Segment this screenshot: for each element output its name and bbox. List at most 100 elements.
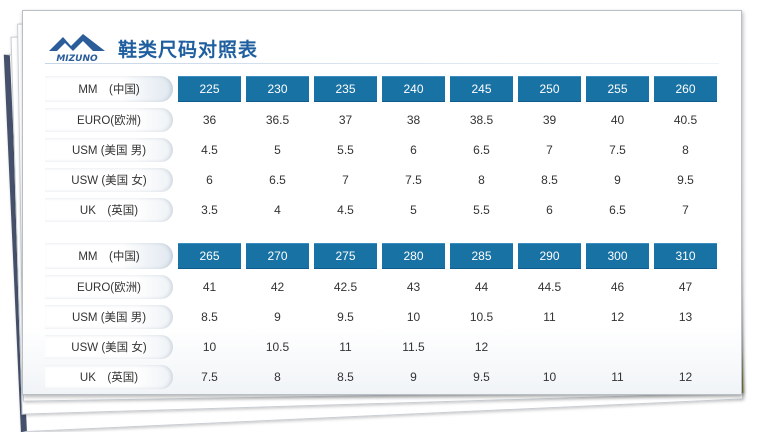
usw-cell: 6 [206,173,213,187]
table-row-euro: EURO(欧洲) 41 42 42.5 43 44 44.5 46 47 [45,275,721,299]
mm-cell: 270 [246,243,309,269]
euro-cell: 42.5 [333,280,358,294]
uk-cell: 9.5 [473,370,490,384]
usw-cell: 12 [474,340,489,354]
euro-cell: 46 [610,280,625,294]
euro-cell: 40 [610,113,625,127]
mm-cell: 275 [314,243,377,269]
table-row-usm: USM (美国 男) 4.5 5 5.5 6 6.5 7 7.5 8 [45,138,721,162]
usw-cell: 7 [342,173,349,187]
row-label-usw: USW (美国 女) [45,335,173,359]
mm-cell: 290 [518,243,581,269]
usm-cell: 10.5 [469,310,494,324]
uk-cell: 3.5 [201,203,218,217]
euro-cell: 36.5 [265,113,290,127]
usw-cell: 9 [614,173,621,187]
usm-cell: 10 [406,310,421,324]
usw-cell [518,335,581,359]
mm-cell: 240 [382,76,445,102]
euro-cell: 42 [270,280,285,294]
euro-cell: 44.5 [537,280,562,294]
size-table-1: MM (中国) 225 230 235 240 245 250 255 260 … [45,70,721,228]
uk-cell: 7 [682,203,689,217]
euro-cell: 38.5 [469,113,494,127]
usm-cell: 5 [274,143,281,157]
row-label-euro: EURO(欧洲) [45,275,173,299]
mm-cell: 260 [654,76,717,102]
euro-cell: 44 [474,280,489,294]
euro-cell: 41 [202,280,217,294]
usm-cell: 12 [610,310,625,324]
uk-cell: 9 [410,370,417,384]
table-row-mm: MM (中国) 225 230 235 240 245 250 255 260 [45,76,721,102]
usw-cell: 8.5 [541,173,558,187]
table-row-uk: UK (英国) 7.5 8 8.5 9 9.5 10 11 12 [45,365,721,389]
uk-cell: 12 [678,370,693,384]
euro-cell: 39 [542,113,557,127]
usm-cell: 4.5 [201,143,218,157]
euro-cell: 37 [338,113,353,127]
mm-cell: 300 [586,243,649,269]
table-row-usw: USW (美国 女) 6 6.5 7 7.5 8 8.5 9 9.5 [45,168,721,192]
usw-cell [586,335,649,359]
uk-cell: 8 [274,370,281,384]
usw-cell: 9.5 [677,173,694,187]
usm-cell: 11 [543,310,556,324]
euro-cell: 38 [406,113,421,127]
mm-cell: 280 [382,243,445,269]
mm-cell: 245 [450,76,513,102]
uk-cell: 4.5 [337,203,354,217]
mm-cell: 255 [586,76,649,102]
table-row-usm: USM (美国 男) 8.5 9 9.5 10 10.5 11 12 13 [45,305,721,329]
uk-cell: 6 [546,203,553,217]
row-label-usm: USM (美国 男) [45,138,173,162]
euro-cell: 40.5 [673,113,698,127]
usm-cell: 8.5 [201,310,218,324]
uk-cell: 4 [274,203,281,217]
table-row-uk: UK (英国) 3.5 4 4.5 5 5.5 6 6.5 7 [45,198,721,222]
usm-cell: 9.5 [337,310,354,324]
mm-cell: 235 [314,76,377,102]
uk-cell: 5.5 [473,203,490,217]
uk-cell: 8.5 [337,370,354,384]
usw-cell: 11.5 [402,340,425,354]
mizuno-runbird-icon: MIZUNO [49,34,105,63]
usm-cell: 8 [682,143,689,157]
mm-cell: 265 [178,243,241,269]
size-chart-card: MIZUNO 鞋类尺码对照表 MM (中国) 225 230 235 240 2… [22,10,742,395]
uk-cell: 5 [410,203,417,217]
mm-cell: 285 [450,243,513,269]
mizuno-logo: MIZUNO [45,31,109,63]
mm-cell: 225 [178,76,241,102]
table-row-usw: USW (美国 女) 10 10.5 11 11.5 12 [45,335,721,359]
brand-wordmark: MIZUNO [56,54,98,63]
table-row-mm: MM (中国) 265 270 275 280 285 290 300 310 [45,243,721,269]
usm-cell: 7.5 [609,143,626,157]
usm-cell: 13 [678,310,693,324]
page-title: 鞋类尺码对照表 [118,39,259,61]
row-label-usw: USW (美国 女) [45,168,173,192]
euro-cell: 43 [406,280,421,294]
usm-cell: 9 [274,310,281,324]
uk-cell: 7.5 [201,370,218,384]
row-label-mm: MM (中国) [45,243,173,269]
uk-cell: 11 [611,370,624,384]
usm-cell: 5.5 [337,143,354,157]
usw-cell: 8 [478,173,485,187]
usw-cell: 6.5 [269,173,286,187]
usw-cell [654,335,717,359]
usw-cell: 10.5 [265,340,290,354]
usw-cell: 11 [339,340,352,354]
row-label-usm: USM (美国 男) [45,305,173,329]
usm-cell: 6.5 [473,143,490,157]
row-label-euro: EURO(欧洲) [45,108,173,132]
mm-cell: 310 [654,243,717,269]
row-label-uk: UK (英国) [45,365,173,389]
mm-cell: 250 [518,76,581,102]
row-label-mm: MM (中国) [45,76,173,102]
table-row-euro: EURO(欧洲) 36 36.5 37 38 38.5 39 40 40.5 [45,108,721,132]
title-divider [45,63,719,64]
uk-cell: 10 [542,370,557,384]
euro-cell: 47 [678,280,693,294]
size-table-2: MM (中国) 265 270 275 280 285 290 300 310 … [45,237,721,395]
